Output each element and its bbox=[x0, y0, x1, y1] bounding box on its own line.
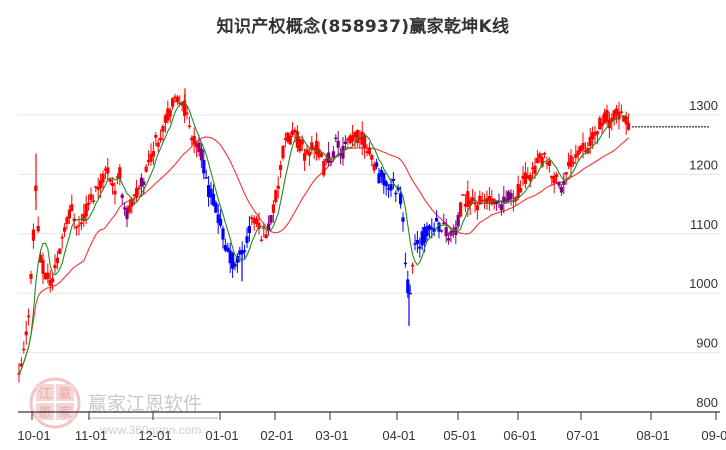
x-tick-label: 03-01 bbox=[315, 428, 348, 443]
x-tick-label: 08-01 bbox=[636, 428, 669, 443]
x-tick-label: 05-01 bbox=[443, 428, 476, 443]
y-tick-label: 1000 bbox=[689, 276, 718, 291]
x-tick-label: 06-01 bbox=[503, 428, 536, 443]
watermark-name: 赢家江恩软件 bbox=[88, 393, 202, 415]
ma-short-line bbox=[18, 101, 630, 375]
x-tick-label: 12-01 bbox=[138, 428, 171, 443]
candlesticks bbox=[17, 88, 631, 383]
watermark: 江 赢 恩 家 赢家江恩软件 www.360gann.com bbox=[29, 377, 218, 437]
x-tick-label: 07-01 bbox=[566, 428, 599, 443]
y-axis: 800 900 1000 1100 1200 1300 bbox=[689, 98, 718, 410]
x-tick-label: 10-01 bbox=[17, 428, 50, 443]
x-tick-label: 02-01 bbox=[260, 428, 293, 443]
x-tick-label: 11-01 bbox=[75, 428, 107, 443]
svg-text:江: 江 bbox=[38, 387, 51, 402]
y-tick-label: 1100 bbox=[690, 217, 718, 232]
y-tick-label: 1200 bbox=[689, 157, 718, 172]
x-axis: 10-01 11-01 12-01 01-01 02-01 03-01 04-01 05-01… bbox=[17, 411, 726, 443]
svg-text:家: 家 bbox=[58, 405, 71, 421]
chart-title: 知识产权概念(858937)赢家乾坤K线 bbox=[216, 17, 510, 37]
y-tick-label: 1300 bbox=[689, 98, 718, 113]
svg-text:恩: 恩 bbox=[38, 406, 51, 421]
x-tick-label: 01-01 bbox=[205, 428, 238, 443]
watermark-url: www.360gann.com bbox=[99, 423, 201, 437]
x-tick-label: 09-01 bbox=[701, 428, 726, 443]
svg-text:赢: 赢 bbox=[58, 386, 71, 402]
y-tick-label: 900 bbox=[696, 336, 718, 351]
x-tick-label: 04-01 bbox=[382, 428, 415, 443]
y-tick-label: 800 bbox=[696, 395, 718, 410]
